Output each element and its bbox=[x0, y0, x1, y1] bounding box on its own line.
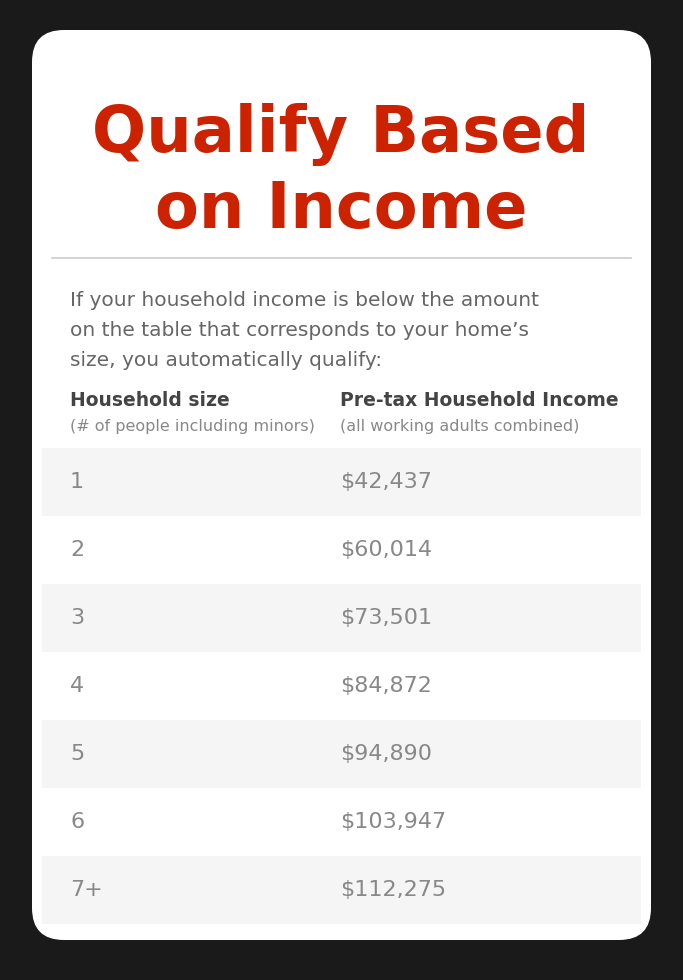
Text: $94,890: $94,890 bbox=[340, 744, 432, 764]
Text: 6: 6 bbox=[70, 812, 84, 832]
Text: $103,947: $103,947 bbox=[340, 812, 446, 832]
Text: Qualify Based: Qualify Based bbox=[92, 104, 589, 167]
Text: (all working adults combined): (all working adults combined) bbox=[340, 418, 579, 433]
Bar bbox=[42, 788, 641, 856]
Text: $60,014: $60,014 bbox=[340, 540, 432, 560]
Text: 3: 3 bbox=[70, 608, 84, 628]
Bar bbox=[42, 652, 641, 720]
Text: 1: 1 bbox=[70, 472, 84, 492]
Text: 7+: 7+ bbox=[70, 880, 102, 900]
Text: $73,501: $73,501 bbox=[340, 608, 432, 628]
Bar bbox=[42, 856, 641, 924]
Text: $42,437: $42,437 bbox=[340, 472, 432, 492]
FancyBboxPatch shape bbox=[32, 30, 651, 940]
Text: on Income: on Income bbox=[155, 179, 527, 241]
Text: $112,275: $112,275 bbox=[340, 880, 446, 900]
Bar bbox=[42, 584, 641, 652]
Text: $84,872: $84,872 bbox=[340, 676, 432, 696]
Text: Pre-tax Household Income: Pre-tax Household Income bbox=[340, 390, 619, 410]
Text: 4: 4 bbox=[70, 676, 84, 696]
Text: 2: 2 bbox=[70, 540, 84, 560]
Text: (# of people including minors): (# of people including minors) bbox=[70, 418, 315, 433]
Text: If your household income is below the amount: If your household income is below the am… bbox=[70, 290, 539, 310]
Text: size, you automatically qualify:: size, you automatically qualify: bbox=[70, 351, 382, 369]
Bar bbox=[42, 448, 641, 516]
Text: on the table that corresponds to your home’s: on the table that corresponds to your ho… bbox=[70, 320, 529, 339]
Bar bbox=[42, 720, 641, 788]
Text: 5: 5 bbox=[70, 744, 84, 764]
Bar bbox=[42, 516, 641, 584]
Text: Household size: Household size bbox=[70, 390, 229, 410]
